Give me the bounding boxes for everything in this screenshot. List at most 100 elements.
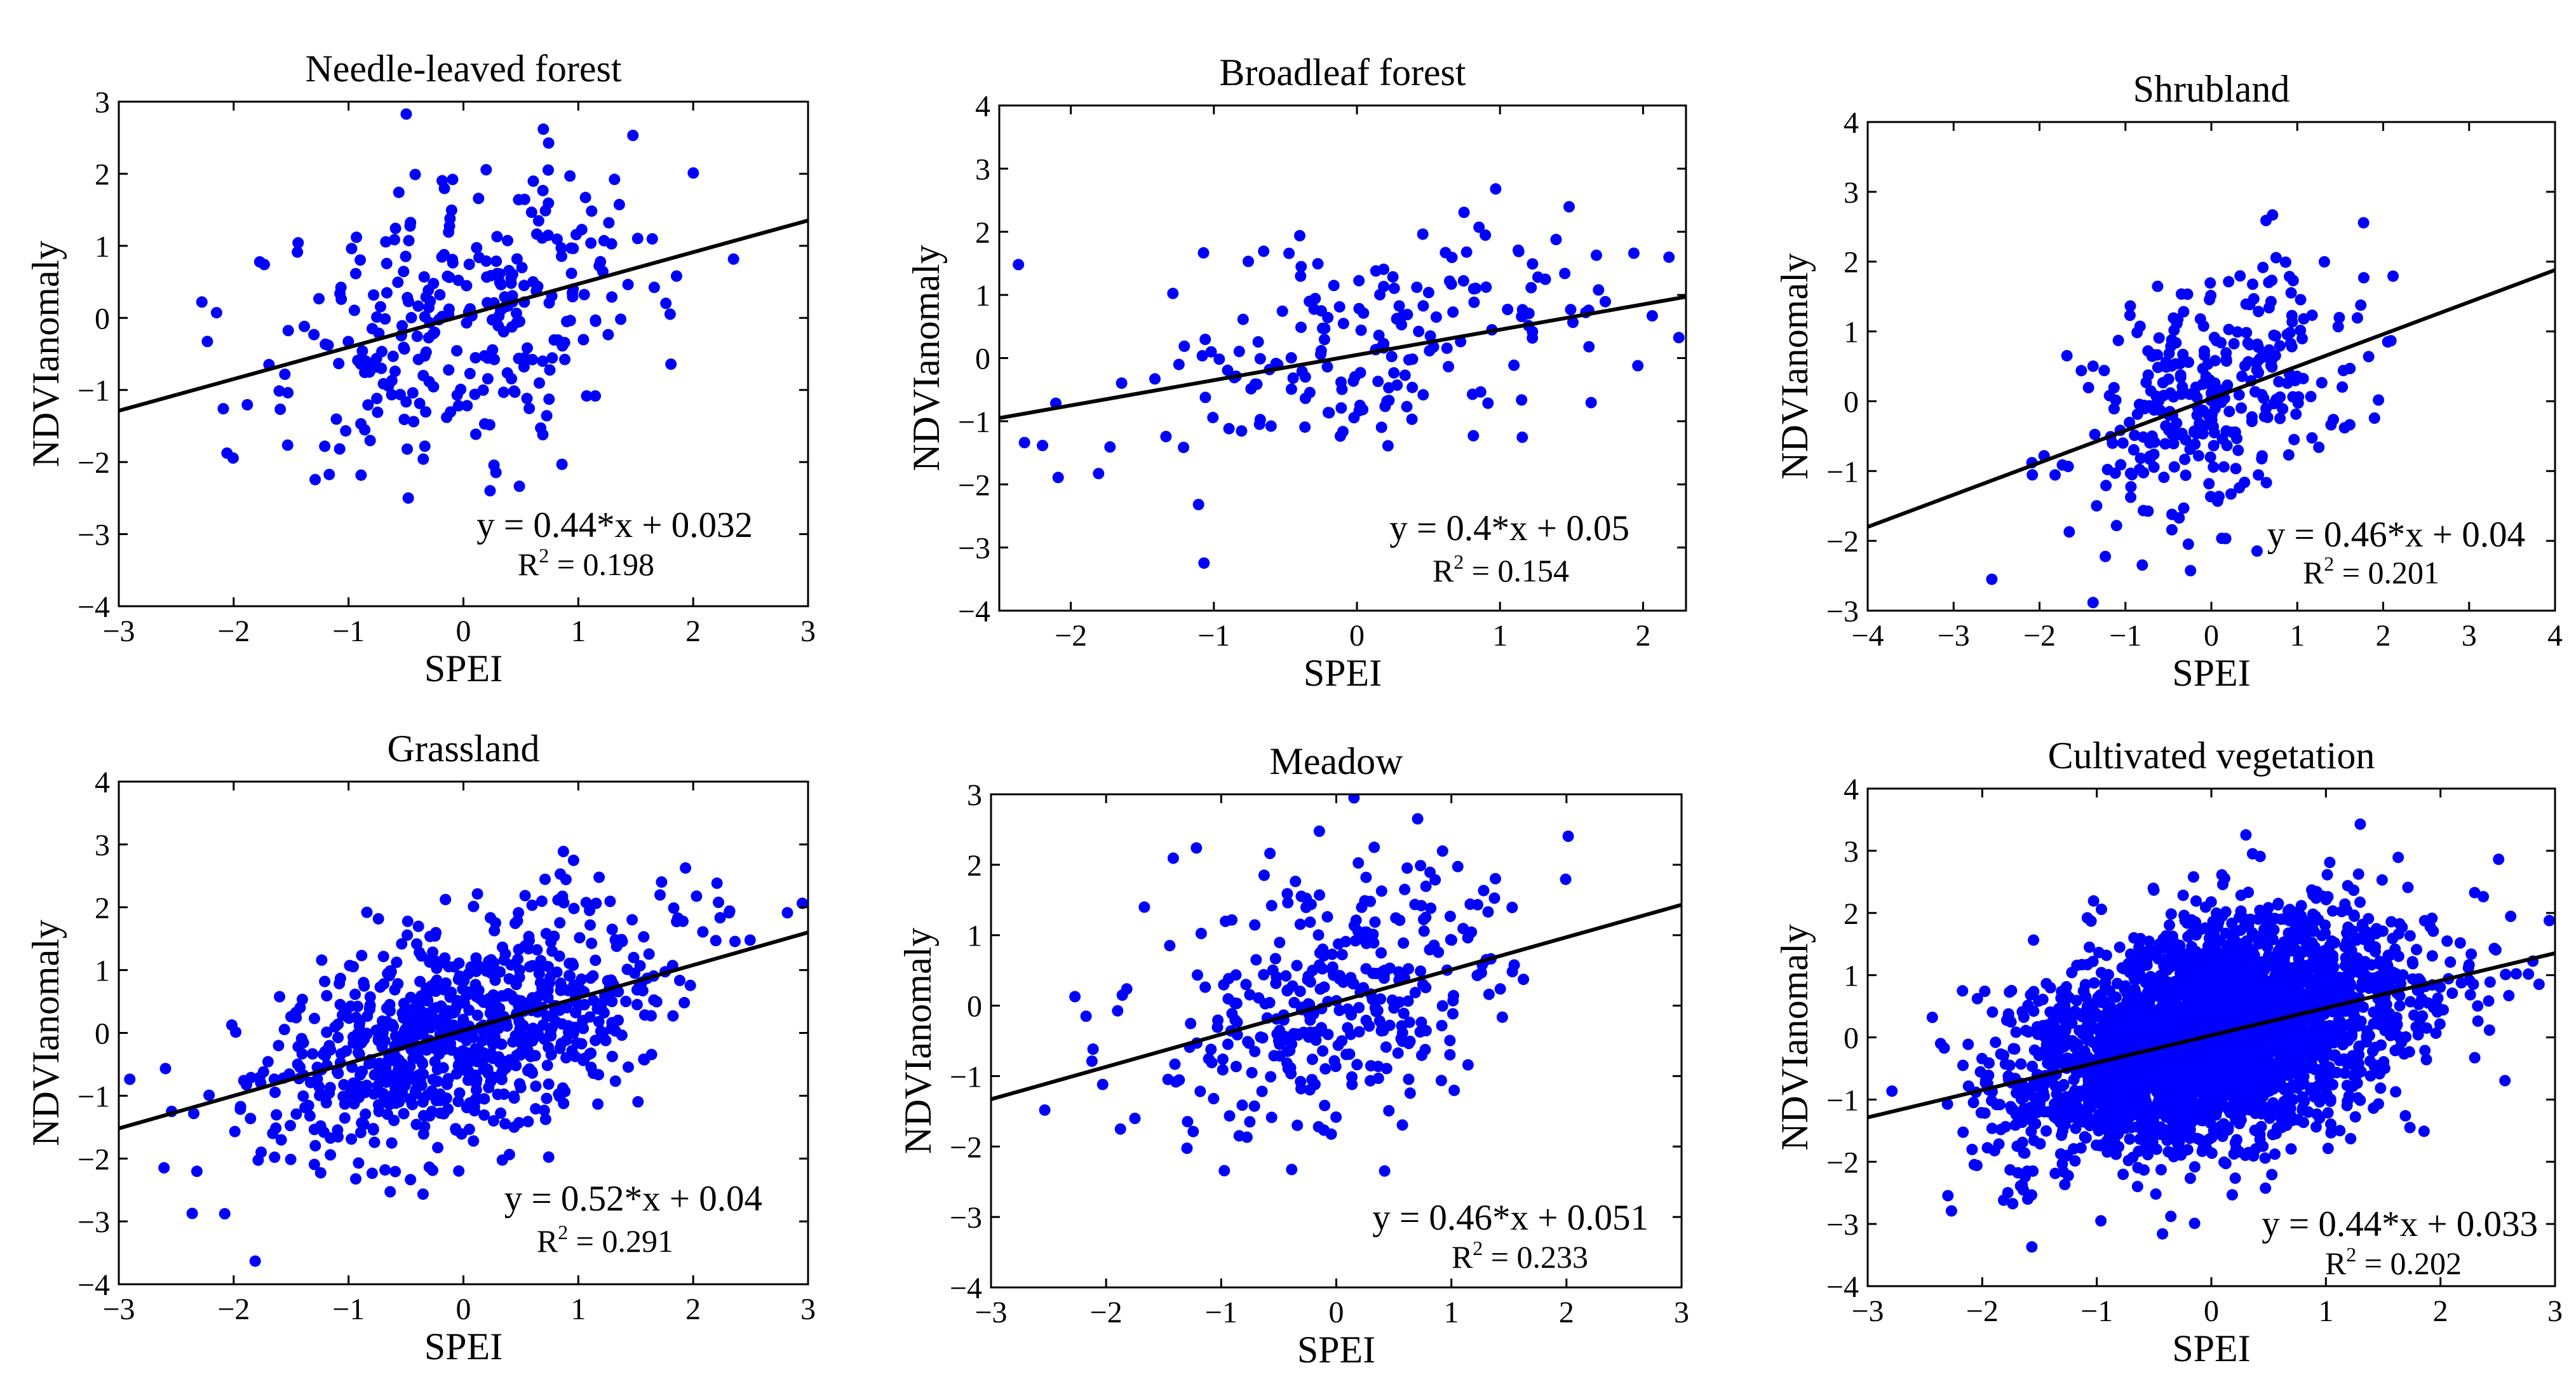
data-point — [2134, 452, 2147, 465]
data-point — [2325, 419, 2337, 431]
data-point — [1217, 1064, 1229, 1076]
data-point — [389, 1165, 401, 1177]
data-point — [2169, 1095, 2181, 1107]
data-point — [2163, 424, 2175, 436]
data-point — [1457, 275, 1469, 287]
data-point — [463, 1004, 475, 1016]
data-point — [364, 999, 376, 1011]
data-point — [409, 168, 421, 180]
data-point — [346, 243, 358, 255]
panel-4: −3 −2 −1 0 1 2 3−4−3−2−101234GrasslandSPEINDVI… — [25, 728, 816, 1367]
data-point — [2322, 1143, 2334, 1155]
data-point — [1229, 1014, 1241, 1026]
data-point — [2124, 1133, 2136, 1145]
data-point — [1448, 1084, 1460, 1096]
data-point — [1420, 911, 1432, 923]
data-point — [401, 915, 414, 927]
data-point — [2049, 469, 2061, 481]
data-point — [2265, 295, 2277, 308]
data-point — [462, 1074, 474, 1086]
data-point — [2125, 481, 2137, 493]
data-point — [546, 945, 558, 957]
data-point — [2144, 451, 2156, 463]
y-tick-label: −3 — [1826, 595, 1859, 628]
regression-equation: y = 0.46*x + 0.051 — [1372, 1198, 1649, 1238]
data-point — [381, 257, 393, 269]
data-point — [2337, 365, 2349, 377]
data-point — [426, 1005, 438, 1017]
data-point — [2505, 911, 2517, 923]
data-point — [1330, 1111, 1342, 1123]
data-point — [2394, 1000, 2406, 1012]
data-point — [1990, 1036, 2002, 1048]
data-point — [2012, 1167, 2024, 1179]
data-point — [2296, 332, 2308, 344]
data-point — [429, 930, 441, 942]
data-point — [2319, 1082, 2331, 1094]
data-point — [1375, 421, 1387, 433]
data-point — [461, 317, 473, 329]
data-point — [568, 902, 580, 914]
data-point — [2216, 433, 2229, 445]
data-point — [2163, 348, 2175, 360]
data-point — [2173, 428, 2185, 440]
data-point — [2273, 376, 2285, 388]
data-point — [2182, 538, 2194, 550]
data-point — [401, 443, 413, 455]
data-point — [1353, 302, 1365, 315]
data-point — [368, 289, 380, 301]
data-point — [586, 205, 598, 217]
data-point — [1285, 383, 1297, 395]
data-point — [1673, 332, 1685, 344]
data-point — [386, 1137, 398, 1149]
data-point — [1976, 1052, 1988, 1064]
data-point — [1380, 1041, 1392, 1053]
data-point — [646, 233, 658, 245]
data-point — [603, 217, 615, 229]
data-point — [1962, 1038, 1974, 1050]
data-point — [542, 992, 554, 1003]
data-point — [1173, 1074, 1185, 1086]
data-point — [1272, 1035, 1285, 1047]
data-point — [1593, 284, 1605, 296]
data-point — [2335, 978, 2347, 990]
data-point — [1396, 1119, 1408, 1131]
data-point — [1337, 426, 1349, 438]
data-point — [124, 1073, 136, 1085]
data-point — [564, 315, 576, 327]
data-point — [445, 204, 457, 216]
data-point — [455, 995, 468, 1007]
data-point — [1291, 960, 1303, 972]
data-point — [1317, 1045, 1329, 1057]
data-point — [2095, 1215, 2107, 1227]
data-point — [490, 917, 502, 929]
data-point — [1295, 322, 1307, 334]
data-point — [441, 411, 453, 423]
data-point — [593, 871, 605, 883]
data-point — [634, 960, 646, 972]
data-point — [453, 1165, 465, 1177]
data-point — [424, 295, 436, 308]
data-point — [544, 972, 556, 984]
data-point — [319, 440, 331, 452]
data-point — [1467, 430, 1480, 442]
data-point — [452, 400, 464, 412]
data-point — [2270, 330, 2282, 342]
data-point — [668, 902, 680, 914]
data-point — [1348, 412, 1360, 424]
data-point — [366, 1167, 378, 1179]
data-point — [2059, 1179, 2071, 1191]
data-point — [1516, 431, 1528, 444]
data-point — [2174, 939, 2186, 951]
data-point — [392, 978, 404, 990]
data-point — [2025, 989, 2037, 1001]
data-point — [1372, 1061, 1384, 1073]
data-point — [229, 1125, 241, 1137]
data-point — [2140, 976, 2152, 988]
data-point — [461, 400, 473, 412]
data-point — [469, 388, 481, 400]
data-point — [1269, 953, 1281, 965]
data-point — [1444, 911, 1456, 923]
data-point — [2266, 275, 2278, 287]
